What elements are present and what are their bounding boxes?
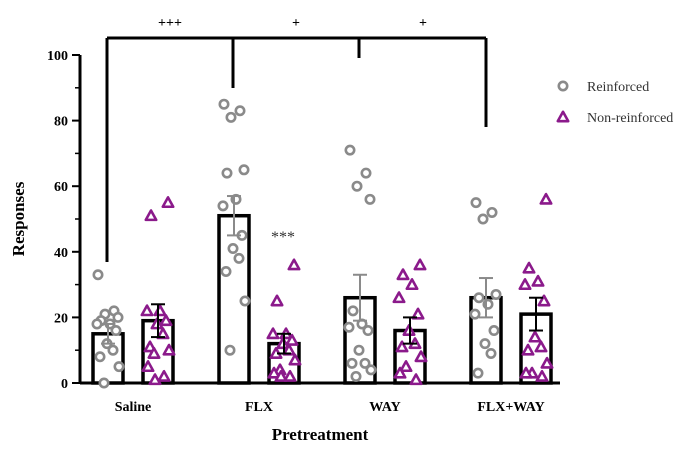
data-point-reinforced: [355, 346, 363, 354]
data-point-non-reinforced: [272, 296, 282, 305]
data-point-reinforced: [226, 346, 234, 354]
y-tick-label: 40: [54, 246, 68, 261]
data-point-reinforced: [115, 362, 123, 370]
data-point-reinforced: [235, 254, 243, 262]
data-point-reinforced: [112, 326, 120, 334]
data-point-reinforced: [475, 294, 483, 302]
data-point-reinforced: [100, 379, 108, 387]
legend: Reinforced Non-reinforced: [587, 80, 673, 126]
data-point-reinforced: [96, 353, 104, 361]
data-point-reinforced: [559, 82, 567, 90]
y-tick-label: 20: [54, 311, 68, 326]
data-point-reinforced: [222, 267, 230, 275]
data-point-non-reinforced: [407, 279, 417, 288]
data-point-non-reinforced: [533, 276, 543, 285]
y-tick-label: 80: [54, 115, 68, 130]
significance-label: +: [419, 16, 427, 31]
data-point-reinforced: [109, 346, 117, 354]
y-tick-label: 0: [61, 377, 68, 392]
data-point-non-reinforced: [146, 211, 156, 220]
data-point-non-reinforced: [558, 112, 568, 121]
data-point-reinforced: [229, 244, 237, 252]
data-point-non-reinforced: [268, 329, 278, 338]
data-point-reinforced: [93, 320, 101, 328]
data-point-reinforced: [364, 326, 372, 334]
data-point-non-reinforced: [524, 263, 534, 272]
data-point-reinforced: [474, 369, 482, 377]
data-point-reinforced: [94, 271, 102, 279]
data-point-reinforced: [240, 166, 248, 174]
data-point-reinforced: [362, 169, 370, 177]
data-point-reinforced: [352, 372, 360, 380]
data-point-reinforced: [479, 215, 487, 223]
data-point-reinforced: [241, 297, 249, 305]
data-point-non-reinforced: [394, 293, 404, 302]
data-point-reinforced: [219, 202, 227, 210]
significance-label: +++: [158, 16, 182, 31]
y-axis-title: Responses: [9, 181, 28, 256]
significance-label: +: [292, 16, 300, 31]
data-point-reinforced: [366, 195, 374, 203]
data-point-non-reinforced: [142, 306, 152, 315]
data-point-reinforced: [114, 313, 122, 321]
x-category-label: Saline: [115, 400, 152, 415]
x-category-label: WAY: [369, 400, 400, 415]
data-point-reinforced: [349, 307, 357, 315]
y-tick-label: 60: [54, 180, 68, 195]
data-point-reinforced: [487, 349, 495, 357]
data-point-non-reinforced: [415, 260, 425, 269]
data-point-reinforced: [367, 366, 375, 374]
data-point-reinforced: [220, 100, 228, 108]
x-axis-title: Pretreatment: [272, 425, 369, 444]
legend-label-non-reinforced: Non-reinforced: [587, 111, 673, 126]
data-point-non-reinforced: [161, 315, 171, 324]
data-point-reinforced: [488, 208, 496, 216]
data-point-reinforced: [481, 339, 489, 347]
x-category-label: FLX+WAY: [477, 400, 544, 415]
data-point-reinforced: [353, 182, 361, 190]
data-point-reinforced: [472, 198, 480, 206]
y-tick-label: 100: [47, 49, 68, 64]
data-point-reinforced: [227, 113, 235, 121]
data-point-reinforced: [346, 146, 354, 154]
data-point-reinforced: [490, 326, 498, 334]
data-point-non-reinforced: [289, 260, 299, 269]
data-point-non-reinforced: [163, 197, 173, 206]
data-point-reinforced: [345, 323, 353, 331]
data-point-reinforced: [236, 107, 244, 115]
posthoc-significance-label: ***: [271, 229, 295, 246]
data-point-non-reinforced: [520, 279, 530, 288]
data-point-reinforced: [223, 169, 231, 177]
data-point-reinforced: [492, 290, 500, 298]
data-point-non-reinforced: [398, 270, 408, 279]
data-point-reinforced: [348, 359, 356, 367]
x-category-label: FLX: [245, 400, 273, 415]
legend-label-reinforced: Reinforced: [587, 80, 649, 95]
data-point-non-reinforced: [541, 194, 551, 203]
data-point-reinforced: [471, 310, 479, 318]
data-point-non-reinforced: [155, 306, 165, 315]
